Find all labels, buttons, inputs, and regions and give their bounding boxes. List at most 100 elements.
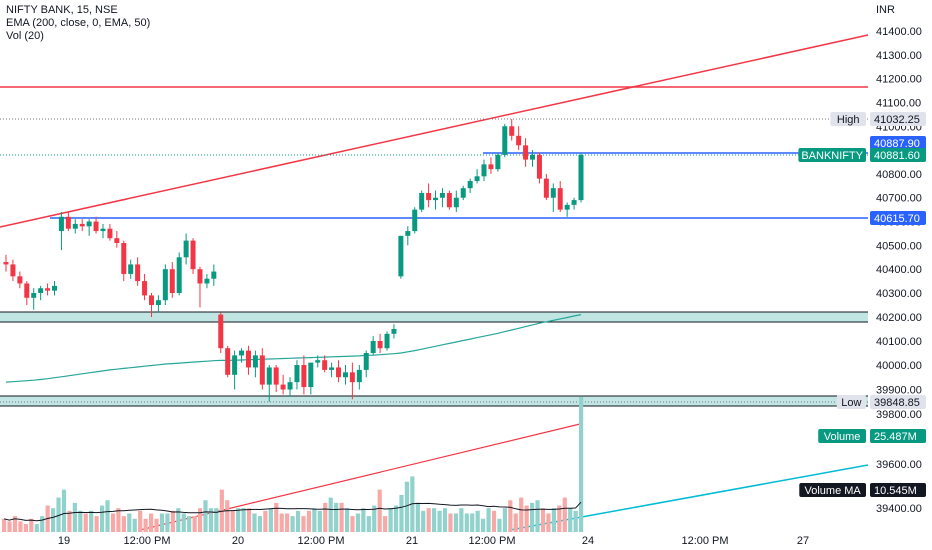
candle-body <box>543 178 549 198</box>
trend-lines <box>0 34 869 531</box>
candle-body <box>460 188 466 198</box>
volume-bar <box>437 510 442 532</box>
price-tick-label: 41200.00 <box>876 74 922 86</box>
volume-bar <box>40 516 45 532</box>
candle-body <box>377 341 383 349</box>
candle-body <box>197 269 203 284</box>
rising-trend-line <box>0 34 869 228</box>
candlesticks <box>3 119 584 402</box>
legend-symbol[interactable]: NIFTY BANK, 15, NSE <box>6 4 118 16</box>
volume-bar <box>377 489 382 532</box>
volume-bar <box>415 502 420 532</box>
price-tick-label: 40500.00 <box>876 240 922 252</box>
candle-body <box>336 367 342 378</box>
price-tick-label: 41100.00 <box>876 97 921 109</box>
candle-body <box>211 271 217 279</box>
price-tag-value-bg <box>870 395 926 409</box>
candle-body <box>162 269 168 301</box>
volume-bar <box>502 508 507 532</box>
volume-bar <box>165 513 170 532</box>
price-tick-label: 40100.00 <box>876 336 922 348</box>
candle-body <box>107 228 113 239</box>
candle-body <box>225 348 231 375</box>
candle-body <box>557 188 563 210</box>
price-tag-high: High 41032.25 <box>830 112 926 126</box>
volume-tag-value: 25.487M <box>874 431 917 443</box>
candle-body <box>273 367 279 385</box>
time-tick-label: 20 <box>232 535 244 547</box>
candle-body <box>114 238 120 243</box>
legend-volume[interactable]: Vol (20) <box>6 30 44 42</box>
volume-tag-name: Volume <box>824 431 861 443</box>
volume-bar <box>132 518 137 532</box>
volume-bar <box>181 513 186 532</box>
volume-bar <box>285 513 290 532</box>
candle-body <box>370 341 376 353</box>
price-tag-value: 41032.25 <box>874 114 920 126</box>
volume-bar <box>524 505 529 532</box>
price-tag-value-bg <box>870 112 926 126</box>
volume-bar <box>306 510 312 532</box>
candle-body <box>516 135 522 146</box>
currency-label: INR <box>876 4 895 16</box>
volume-bar <box>67 510 72 532</box>
price-tick-label: 40700.00 <box>876 193 922 205</box>
time-tick-label: 24 <box>582 535 594 547</box>
legend-ema[interactable]: EMA (200, close, 0, EMA, 50) <box>6 17 151 29</box>
candle-body <box>550 188 556 198</box>
volume-bar <box>453 513 459 532</box>
time-tick-label: 19 <box>58 535 70 547</box>
price-tag-line: 40887.90 <box>870 136 926 150</box>
volume-bar <box>481 518 486 532</box>
ema-200-path <box>5 314 582 383</box>
time-axis[interactable]: 19 12:00 PM 20 12:00 PM 21 12:00 PM 24 12:00 PM… <box>58 535 809 547</box>
volume-bar <box>230 510 235 532</box>
candle-body <box>45 288 51 291</box>
candle-body <box>571 200 577 205</box>
price-tick-label: 40000.00 <box>876 360 922 372</box>
volume-bar <box>568 508 573 532</box>
volume-bar <box>393 505 399 532</box>
volume-bar <box>404 481 410 532</box>
price-tag-value-bg <box>870 211 926 225</box>
candle-body <box>10 264 16 277</box>
ema-200-line <box>5 314 582 383</box>
volume-bar <box>486 508 491 532</box>
candle-body <box>17 276 23 284</box>
candle-body <box>58 216 64 232</box>
volume-bar <box>187 516 192 532</box>
price-tick-label: 39900.00 <box>876 385 922 397</box>
volume-bar <box>350 516 355 532</box>
price-tag-value: 40881.60 <box>874 150 920 162</box>
candle-body <box>439 192 445 198</box>
candle-body <box>481 164 487 177</box>
candle-body <box>259 355 265 385</box>
volume-bar <box>334 502 339 532</box>
volume-bar <box>263 510 268 532</box>
volume-bar <box>470 513 475 532</box>
volume-bar <box>535 500 540 532</box>
zone-band-lower <box>0 396 868 406</box>
volume-bar <box>508 500 513 532</box>
candle-body <box>245 350 251 368</box>
price-tag-name-bg <box>798 148 866 162</box>
volume-bar <box>7 521 12 532</box>
volume-tag-value: 10.545M <box>874 485 917 497</box>
price-tag-value: 40615.70 <box>874 213 920 225</box>
volume-tag-name: Volume MA <box>805 485 862 497</box>
price-tag-banknifty: BANKNIFTY 40881.60 <box>798 148 926 162</box>
candle-body <box>155 300 161 305</box>
volume-bar <box>279 513 284 532</box>
candle-body <box>426 192 432 201</box>
volume-bar <box>61 489 67 532</box>
candle-body <box>349 372 355 383</box>
volume-bar <box>78 510 83 532</box>
price-tag-name: BANKNIFTY <box>801 150 863 162</box>
candle-body <box>128 264 134 274</box>
volume-bar <box>464 513 469 532</box>
volume-bar <box>121 516 126 532</box>
volume-bar <box>562 497 567 532</box>
volume-bar <box>339 502 344 532</box>
volume-bar <box>99 505 105 532</box>
